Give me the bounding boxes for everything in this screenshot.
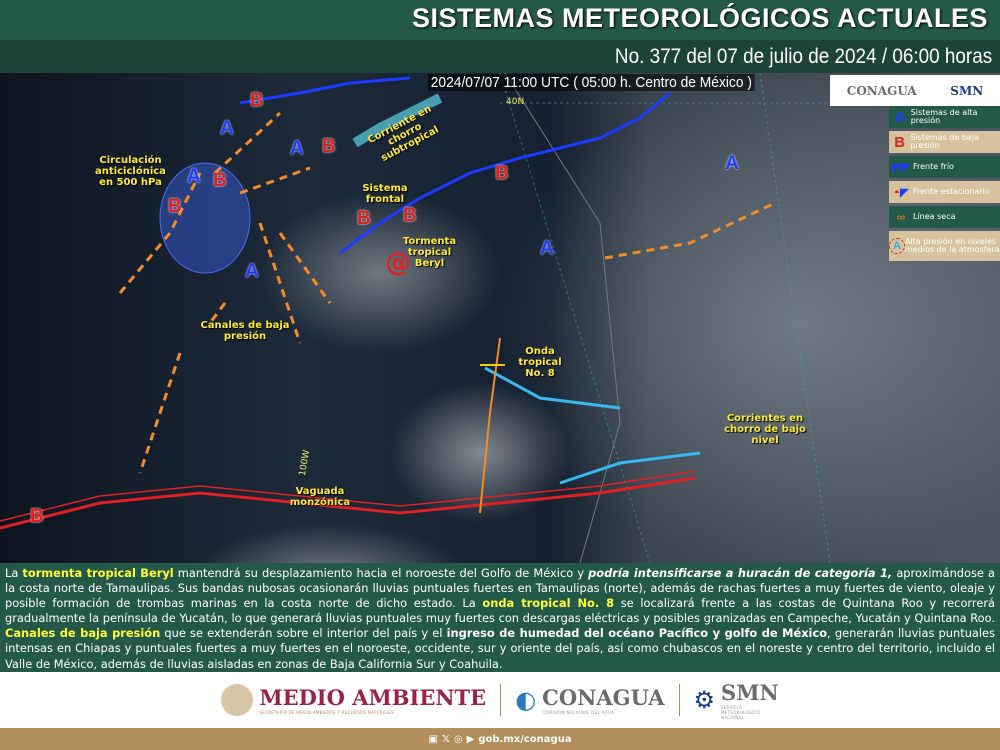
conagua-subtitle: COMISIÓN NACIONAL DEL AGUA [542,710,615,715]
label-beryl: Tormenta tropical Beryl [402,236,457,269]
legend-cold-front: ◤◤ Frente frío [889,156,1000,178]
bulletin-text-segment: aproximándose a la costa norte de Tamaul… [5,566,995,611]
bulletin-text-segment: mantendrá su desplazamiento hacia el nor… [173,566,589,580]
monsoon-trough-outline [0,470,696,522]
coat-of-arms-icon [221,684,254,716]
legend-dry-line: ∞ Línea seca [889,206,1000,228]
highlight-beryl: tormenta tropical Beryl [22,566,174,580]
high-pressure-marker: A [220,118,234,139]
legend-label: Sistemas de alta presión [910,108,978,125]
facebook-icon[interactable]: ▣ [428,733,438,745]
label-troughs: Canales de baja presión [200,320,290,342]
trough-lines [118,111,776,474]
low-pressure-marker: B [403,205,417,226]
cold-front [339,91,671,255]
high-pressure-marker: A [245,261,259,282]
divider [500,684,502,716]
bulletin-text-segment: que se extenderán sobre el interior del … [160,626,447,641]
smn-logo: SMN [950,83,984,98]
image-timestamp: 2024/07/07 11:00 UTC ( 05:00 h. Centro d… [428,74,755,91]
conagua-footer-logo: ◐ CONAGUA COMISIÓN NACIONAL DEL AGUA [515,685,664,715]
low-pressure-marker: B [357,208,371,229]
highlight-hurricane: podría intensificarse a huracán de categ… [588,566,893,580]
medio-ambiente-logo: MEDIO AMBIENTE SECRETARÍA DE MEDIO AMBIEN… [221,684,486,716]
page-title: SISTEMAS METEOROLÓGICOS ACTUALES [411,3,988,33]
youtube-icon[interactable]: ▶ [466,733,475,745]
cold-front-icon: ◤◤ [892,161,910,174]
legend-label: Sistemas de baja presión [910,133,979,150]
mid-level-high-icon: A [889,238,905,254]
subtropical-jet [352,93,443,148]
medio-ambiente-name: MEDIO AMBIENTE [259,685,487,710]
map-legend: A Sistemas de alta presión B Sistemas de b… [889,106,1000,264]
conagua-name: CONAGUA [542,685,665,710]
monsoon-trough [0,476,696,530]
legend-mid-level-high: A Alta presión en niveles medios de la at… [889,231,1000,261]
label-tropical-wave: Onda tropical No. 8 [518,346,562,379]
label-low-level-jet: Corrientes en chorro de bajo nivel [724,413,806,446]
bulletin-text-segment: La [5,566,23,580]
smn-subtitle: SERVICIO METEOROLÓGICO NACIONAL [721,705,761,720]
low-pressure-marker: B [30,506,44,527]
high-pressure-marker: A [187,166,201,187]
low-pressure-marker: B [213,170,227,191]
conagua-logo: CONAGUA [846,83,917,98]
highlight-moisture: ingreso de humedad del océano Pacífico y… [446,626,828,641]
low-pressure-marker: B [322,136,336,157]
top-logos: CONAGUA SMN [830,75,1000,106]
bulletin-text: La tormenta tropical Beryl mantendrá su … [0,563,1000,672]
instagram-icon[interactable]: ◎ [453,733,463,745]
mid-level-high-symbol: A [889,238,905,254]
bulletin-text-segment: se localizará frente a las costas de Qui… [5,596,995,626]
high-pressure-marker: A [540,238,554,259]
bulletin-number-date: No. 377 del 07 de julio de 2024 / 06:00 … [614,45,992,68]
legend-label: Alta presión en niveles medios de la atm… [904,237,1000,254]
x-icon[interactable]: 𝕏 [441,733,450,745]
header-title-band: SISTEMAS METEOROLÓGICOS ACTUALES [0,0,1000,40]
bulletin-text-segment: , generarán lluvias puntuales intensas e… [5,626,996,671]
latitude-label: 40N [506,97,525,107]
hurricane-symbol-icon: @ [385,248,411,278]
website-link[interactable]: gob.mx/conagua [478,733,572,745]
high-pressure-marker: A [290,138,304,159]
tropical-wave [479,337,501,514]
label-monsoon-trough: Vaguada monzónica [289,486,351,508]
legend-high-pressure: A Sistemas de alta presión [889,106,1000,128]
label-frontal-system: Sistema frontal [362,183,408,205]
smn-name: SMN [721,680,779,705]
social-bar: ▣ 𝕏 ◎ ▶ gob.mx/conagua [0,728,1000,750]
legend-low-pressure: B Sistemas de baja presión [889,131,1000,153]
low-pressure-marker: B [168,196,182,217]
high-pressure-icon: A [894,108,906,126]
legend-label: Frente frío [913,162,954,171]
anticyclone-area [159,162,251,274]
satellite-map: @ 2024/07/07 11:00 UTC ( 05:00 h. Centro… [0,73,1000,563]
low-pressure-marker: B [250,90,264,111]
highlight-troughs: Canales de baja presión [5,626,161,641]
legend-stationary-front: ◓◤ Frente estacionario [889,181,1000,203]
smn-gear-icon: ⚙ [693,686,716,714]
smn-footer-logo: ⚙ SMN SERVICIO METEOROLÓGICO NACIONAL [694,680,779,720]
divider [678,684,680,716]
legend-label: Línea seca [913,212,956,221]
header-subtitle-band: No. 377 del 07 de julio de 2024 / 06:00 … [0,40,1000,73]
dry-line-icon: ∞ [896,210,906,224]
footer-logos: MEDIO AMBIENTE SECRETARÍA DE MEDIO AMBIEN… [0,672,1000,728]
high-pressure-marker: A [725,153,739,174]
low-pressure-marker: B [495,163,509,184]
low-pressure-icon: B [894,133,906,151]
label-anticyclone: Circulación anticiclónica en 500 hPa [95,155,166,188]
cold-front-north [239,76,411,105]
low-level-jets [484,366,701,485]
legend-label: Frente estacionario [913,187,990,196]
map-overlay: @ [0,73,1000,563]
conagua-icon: ◐ [515,686,537,714]
highlight-tropical-wave: onda tropical No. 8 [482,596,615,611]
stationary-front-icon: ◓◤ [893,186,909,199]
medio-ambiente-subtitle: SECRETARÍA DE MEDIO AMBIENTE Y RECURSOS … [259,710,394,715]
